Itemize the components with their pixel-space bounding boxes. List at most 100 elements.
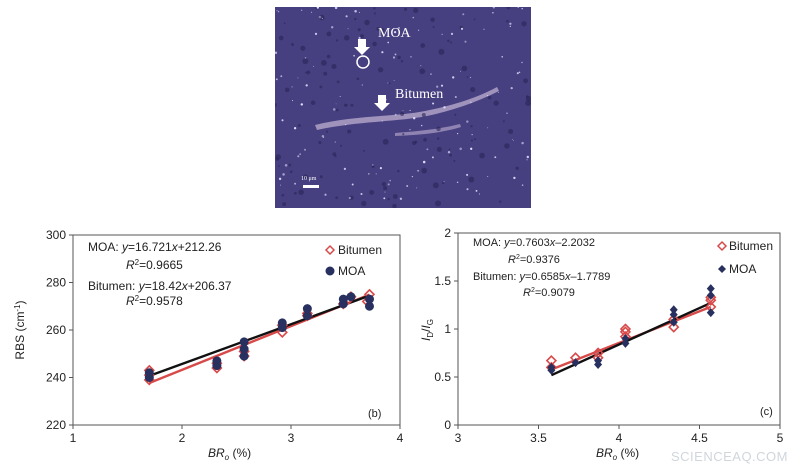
chart-id-ig-y-label: ID/IG	[419, 319, 435, 341]
chart-id-ig-plot-area	[457, 232, 781, 426]
chart-rbs-fit-lines	[148, 293, 370, 385]
x-tick-label: 3	[455, 431, 462, 445]
micrograph-speck	[332, 108, 336, 111]
micrograph-speck	[416, 187, 418, 189]
micrograph-speck	[461, 65, 468, 72]
micrograph-speck	[336, 80, 340, 84]
micrograph-speck	[521, 141, 524, 145]
micrograph-speck	[387, 41, 390, 44]
micrograph-speck	[397, 55, 401, 60]
micrograph-speck	[420, 124, 423, 127]
data-point-moa	[669, 310, 678, 320]
micrograph-speck	[450, 32, 454, 36]
micrograph-speck	[460, 70, 462, 72]
micrograph-speck	[321, 60, 327, 66]
micrograph-speck	[526, 159, 528, 161]
y-tick-label: 280	[46, 276, 66, 290]
micrograph-speck	[393, 79, 395, 81]
micrograph-speck	[452, 76, 455, 79]
micrograph-speck	[487, 175, 489, 178]
data-point-moa	[144, 368, 154, 378]
micrograph-speck	[384, 191, 386, 193]
micrograph-speck	[380, 28, 385, 33]
micrograph-speck	[497, 91, 499, 93]
micrograph-speck	[413, 7, 419, 13]
chart-rbs-panel-label: (b)	[368, 408, 381, 420]
legend-bitumen-marker	[324, 244, 336, 256]
chart-rbs-y-ticks: 220 240 260 280 300	[46, 228, 73, 432]
micrograph-speck	[409, 109, 411, 111]
micrograph-speck	[460, 27, 464, 30]
data-point-moa	[621, 338, 630, 348]
data-point-bitumen	[668, 321, 680, 333]
bitumen-vein	[315, 87, 499, 130]
micrograph-speck	[501, 55, 504, 58]
chart-id-ig: 3 3.5 4 4.5 5 0 0.5 1 1.5 2 MOA: y=0.7603x–2.203…	[419, 226, 784, 462]
micrograph-speck	[303, 174, 309, 180]
data-point-moa	[547, 362, 556, 372]
micrograph-speck	[486, 95, 488, 96]
micrograph-speck	[492, 11, 494, 14]
micrograph-speck	[417, 169, 420, 172]
micrograph-speck	[426, 148, 429, 151]
micrograph-speck	[432, 102, 435, 105]
fit-line-moa	[148, 294, 370, 377]
micrograph-speck	[321, 17, 323, 20]
chart-id-ig-legend: Bitumen MOA	[716, 239, 773, 276]
micrograph-speck	[297, 77, 299, 79]
x-tick-label: 2	[179, 431, 186, 445]
micrograph-speck	[394, 53, 397, 56]
micrograph-speck	[283, 22, 286, 25]
micrograph-speck	[506, 112, 508, 114]
micrograph-speck	[421, 112, 426, 118]
micrograph-speck	[521, 7, 523, 10]
micrograph-speck	[506, 20, 509, 23]
micrograph-speck	[468, 176, 475, 183]
micrograph-speck	[417, 29, 420, 31]
micrograph-speck	[521, 21, 527, 27]
micrograph-speck	[360, 34, 364, 39]
micrograph-speck	[334, 141, 336, 143]
data-point-moa	[706, 284, 715, 294]
micrograph-speck	[294, 182, 297, 185]
micrograph-speck	[319, 85, 323, 89]
micrograph-speck	[447, 150, 451, 154]
micrograph-speck	[459, 147, 462, 151]
micrograph-speck	[483, 28, 485, 30]
chart-rbs-moa-equation: MOA: y=16.721x+212.26	[88, 240, 222, 254]
micrograph-speck	[456, 181, 459, 184]
micrograph-speck	[518, 71, 521, 74]
micrograph-speck	[466, 120, 469, 123]
data-point-moa	[212, 356, 222, 366]
micrograph-speck	[513, 176, 516, 180]
legend-bitumen-marker	[716, 240, 728, 252]
micrograph-speck	[378, 67, 384, 73]
micrograph-speck	[289, 170, 293, 174]
micrograph-speck	[430, 17, 435, 22]
micrograph-speck	[326, 54, 331, 59]
micrograph-speck	[469, 76, 472, 79]
micrograph-speck	[392, 194, 398, 199]
chart-rbs-y-label: RBS (cm-1)	[13, 300, 27, 359]
micrograph-speck	[369, 189, 375, 195]
micrograph-speck	[436, 126, 441, 132]
micrograph-speck	[294, 191, 297, 195]
micrograph-speck	[436, 146, 442, 152]
chart-rbs-x-label: BRo (%)	[208, 446, 251, 462]
micrograph-speck	[323, 71, 328, 76]
bitumen-label: Bitumen	[395, 87, 444, 102]
micrograph-speck	[300, 103, 304, 106]
micrograph-speck	[525, 100, 531, 107]
data-point-moa	[621, 334, 630, 344]
micrograph-speck	[379, 167, 382, 170]
micrograph-speck	[448, 148, 451, 151]
chart-id-ig-legend-moa: MOA	[729, 262, 756, 276]
micrograph-speck	[300, 45, 306, 51]
data-point-moa	[364, 301, 374, 311]
chart-id-ig-points	[545, 284, 717, 375]
micrograph-speck	[372, 41, 377, 47]
micrograph-speck	[454, 113, 457, 116]
micrograph-speck	[420, 65, 422, 67]
data-point-bitumen	[619, 323, 632, 335]
micrograph-speck	[318, 141, 322, 144]
